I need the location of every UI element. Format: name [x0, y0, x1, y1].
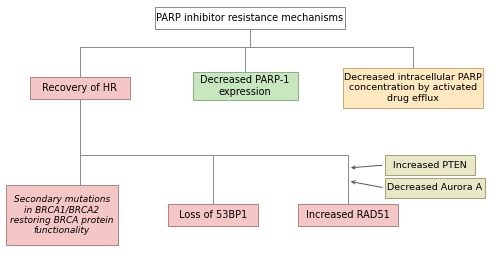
Text: PARP inhibitor resistance mechanisms: PARP inhibitor resistance mechanisms [156, 13, 344, 23]
FancyBboxPatch shape [155, 7, 345, 29]
Text: Decreased intracellular PARP
concentration by activated
drug efflux: Decreased intracellular PARP concentrati… [344, 73, 482, 103]
Text: Decreased Aurora A: Decreased Aurora A [388, 184, 482, 192]
FancyBboxPatch shape [298, 204, 398, 226]
FancyBboxPatch shape [168, 204, 258, 226]
Text: Secondary mutations
in BRCA1/BRCA2
restoring BRCA protein
functionality: Secondary mutations in BRCA1/BRCA2 resto… [10, 195, 114, 235]
FancyBboxPatch shape [192, 72, 298, 100]
Text: Recovery of HR: Recovery of HR [42, 83, 117, 93]
Text: Decreased PARP-1
expression: Decreased PARP-1 expression [200, 75, 290, 97]
FancyBboxPatch shape [385, 178, 485, 198]
FancyBboxPatch shape [385, 155, 475, 175]
FancyBboxPatch shape [343, 68, 483, 108]
FancyBboxPatch shape [30, 77, 130, 99]
Text: Loss of 53BP1: Loss of 53BP1 [179, 210, 247, 220]
Text: Increased PTEN: Increased PTEN [393, 160, 467, 170]
Text: Increased RAD51: Increased RAD51 [306, 210, 390, 220]
FancyBboxPatch shape [6, 185, 118, 245]
